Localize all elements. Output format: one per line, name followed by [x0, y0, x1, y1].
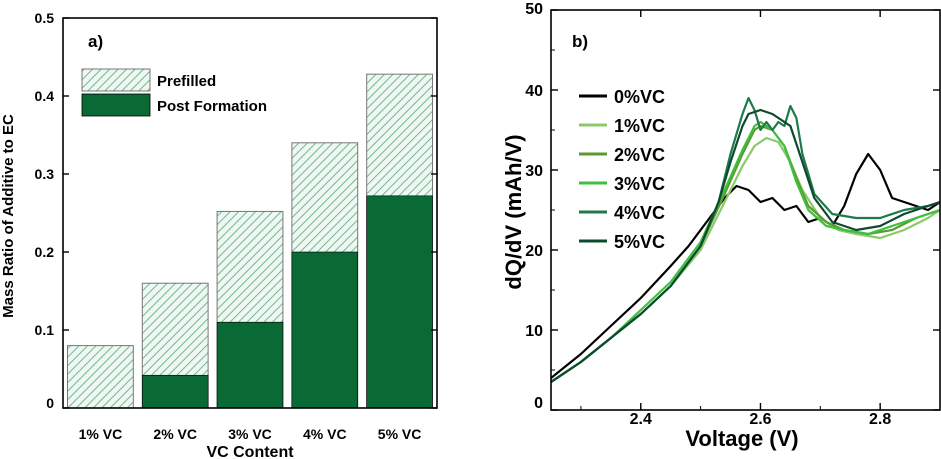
- bar-post-formation-5pct-vc: [366, 195, 433, 409]
- x-tick-label-b: 2.8: [869, 411, 891, 428]
- series-line-2pctvc: [551, 124, 940, 383]
- legend-label-5pctvc: 5%VC: [614, 232, 665, 252]
- x-tick-label-b: 2.6: [749, 411, 771, 428]
- plot-area-frame-a: [62, 17, 438, 409]
- x-tick-label-2pct-vc: 2% VC: [153, 426, 197, 442]
- legend-swatch-post-formation: [81, 93, 151, 117]
- x-axis-title-b: Voltage (V): [685, 426, 798, 451]
- legend-b: 0%VC 1%VC 2%VC 3%VC 4%VC 5%VC: [579, 87, 665, 252]
- x-tick-label-5pct-vc: 5% VC: [378, 426, 422, 442]
- y-tick-label-b: 50: [525, 1, 543, 18]
- bar-post-formation-3pct-vc: [216, 321, 284, 409]
- y-tick-label-b: 30: [525, 163, 543, 180]
- y-tick-label-a: 0.3: [35, 166, 55, 182]
- bar-post-formation-4pct-vc: [291, 251, 359, 409]
- series-line-3pctvc: [551, 120, 940, 383]
- legend-label-3pctvc: 3%VC: [614, 174, 665, 194]
- y-tick-label-a: 0: [46, 395, 54, 411]
- legend-label-2pctvc: 2%VC: [614, 145, 665, 165]
- x-tick-label-4pct-vc: 4% VC: [303, 426, 347, 442]
- line-chart-panel: 2.4 2.6 2.8 0 10 20 30 40 50 b) Voltage (V) dQ/d…: [501, 1, 941, 451]
- legend-swatch-prefilled: [81, 68, 151, 92]
- bar-chart-panel: 1% VC 2% VC 3% VC 4% VC 5% VC 0 0.1 0.2 0.3 0.4 0.…: [0, 10, 438, 459]
- legend-label-4pctvc: 4%VC: [614, 203, 665, 223]
- y-tick-label-b: 40: [525, 83, 543, 100]
- y-tick-label-a: 0.4: [35, 88, 55, 104]
- legend-label-0pctvc: 0%VC: [614, 87, 665, 107]
- series-line-0pctvc: [551, 152, 940, 379]
- panel-label-b: b): [572, 32, 588, 51]
- plot-area-frame-b: [550, 9, 941, 411]
- bar-prefilled-1pct-vc: [66, 345, 134, 409]
- x-tick-label-b: 2.4: [630, 411, 652, 428]
- series-line-5pctvc: [551, 108, 940, 383]
- y-axis-title-a: Mass Ratio of Additive to EC: [0, 114, 17, 318]
- y-tick-label-a: 0.5: [35, 10, 55, 26]
- y-tick-label-b: 0: [534, 395, 543, 412]
- bar-post-formation-2pct-vc: [141, 374, 209, 409]
- legend-a: Prefilled Post Formation: [81, 68, 267, 117]
- y-tick-label-a: 0.2: [35, 244, 55, 260]
- y-axis-title-b: dQ/dV (mAh/V): [501, 134, 526, 289]
- y-tick-label-a: 0.1: [35, 322, 55, 338]
- y-tick-label-b: 20: [525, 243, 543, 260]
- x-axis-title-a: VC Content: [206, 444, 294, 459]
- panel-label-a: a): [88, 32, 103, 51]
- x-tick-label-3pct-vc: 3% VC: [228, 426, 272, 442]
- legend-label-1pctvc: 1%VC: [614, 116, 665, 136]
- legend-label-prefilled: Prefilled: [157, 73, 216, 90]
- legend-label-post-formation: Post Formation: [157, 98, 267, 115]
- y-tick-label-b: 10: [525, 323, 543, 340]
- x-tick-label-1pct-vc: 1% VC: [79, 426, 123, 442]
